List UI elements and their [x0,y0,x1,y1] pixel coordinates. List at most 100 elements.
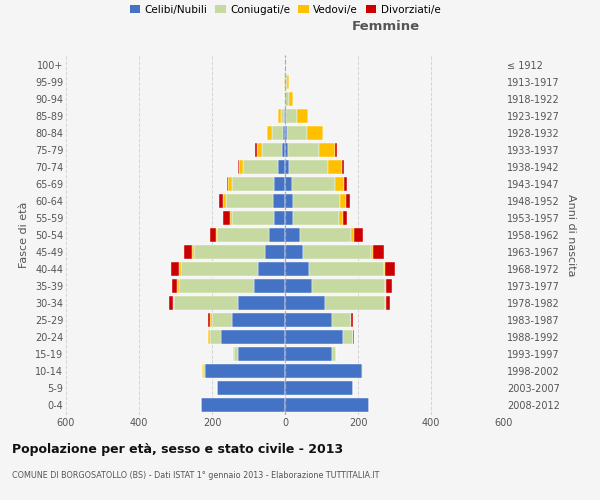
Bar [203,364,205,378]
Bar [309,262,383,276]
Bar [208,330,210,344]
Bar [289,92,293,106]
Bar [226,194,274,208]
Bar [179,262,181,276]
Bar [210,330,221,344]
Bar [208,313,210,327]
Bar [284,109,285,123]
Bar [227,177,229,191]
Bar [223,194,226,208]
Bar [285,381,353,395]
Bar [285,398,369,412]
Bar [285,75,287,89]
Bar [221,330,285,344]
Bar [285,364,362,378]
Bar [285,296,325,310]
Bar [335,177,344,191]
Text: Femmine: Femmine [352,20,420,34]
Bar [274,177,285,191]
Bar [285,330,343,344]
Bar [371,245,373,259]
Bar [262,143,282,157]
Bar [238,296,285,310]
Bar [178,279,179,293]
Bar [265,245,285,259]
Bar [287,126,307,140]
Bar [229,177,232,191]
Bar [313,279,385,293]
Bar [278,160,285,174]
Bar [385,262,395,276]
Bar [288,143,319,157]
Bar [344,177,347,191]
Bar [325,296,385,310]
Bar [283,126,285,140]
Text: Popolazione per età, sesso e stato civile - 2013: Popolazione per età, sesso e stato civil… [12,442,343,456]
Bar [353,228,363,242]
Bar [223,211,230,225]
Bar [352,313,353,327]
Bar [234,347,238,361]
Bar [232,211,274,225]
Bar [215,228,217,242]
Bar [184,245,192,259]
Bar [343,160,344,174]
Bar [335,143,337,157]
Bar [201,398,285,412]
Bar [173,296,238,310]
Bar [292,177,335,191]
Bar [338,211,343,225]
Bar [232,313,285,327]
Bar [350,313,352,327]
Bar [181,262,257,276]
Bar [218,194,223,208]
Bar [217,228,269,242]
Bar [205,364,285,378]
Bar [287,75,289,89]
Bar [350,228,353,242]
Bar [210,313,212,327]
Bar [202,364,203,378]
Bar [284,92,285,106]
Bar [272,126,283,140]
Y-axis label: Anni di nascita: Anni di nascita [566,194,577,276]
Bar [285,262,309,276]
Bar [274,194,285,208]
Bar [340,194,346,208]
Bar [289,160,328,174]
Bar [293,211,338,225]
Bar [257,143,262,157]
Bar [285,160,289,174]
Bar [285,313,332,327]
Bar [285,228,299,242]
Bar [285,143,288,157]
Bar [274,211,285,225]
Bar [299,228,351,242]
Bar [343,330,353,344]
Bar [282,143,285,157]
Bar [319,143,335,157]
Bar [285,279,313,293]
Bar [239,160,243,174]
Bar [238,347,285,361]
Bar [278,109,281,123]
Bar [296,109,308,123]
Bar [285,126,287,140]
Bar [383,262,385,276]
Bar [303,245,371,259]
Bar [293,194,340,208]
Bar [171,262,179,276]
Bar [269,228,285,242]
Bar [285,211,293,225]
Bar [385,296,386,310]
Bar [362,364,364,378]
Bar [285,109,286,123]
Bar [385,279,386,293]
Bar [286,109,296,123]
Bar [267,126,272,140]
Bar [194,245,265,259]
Bar [285,347,332,361]
Bar [192,245,194,259]
Bar [332,347,336,361]
Y-axis label: Fasce di età: Fasce di età [19,202,29,268]
